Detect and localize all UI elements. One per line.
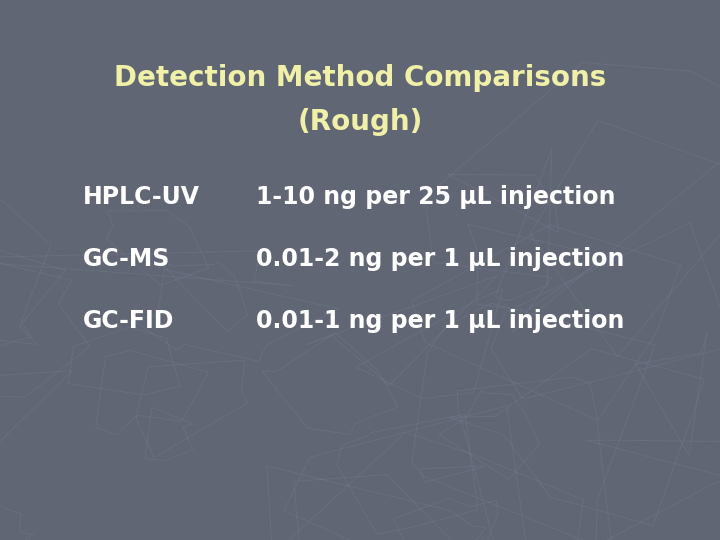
Text: GC-MS: GC-MS: [83, 247, 170, 271]
Text: GC-FID: GC-FID: [83, 309, 174, 333]
Text: HPLC-UV: HPLC-UV: [83, 185, 200, 209]
Text: (Rough): (Rough): [297, 107, 423, 136]
Text: 1-10 ng per 25 μL injection: 1-10 ng per 25 μL injection: [256, 185, 615, 209]
Text: Detection Method Comparisons: Detection Method Comparisons: [114, 64, 606, 92]
Text: 0.01-2 ng per 1 μL injection: 0.01-2 ng per 1 μL injection: [256, 247, 624, 271]
Text: 0.01-1 ng per 1 μL injection: 0.01-1 ng per 1 μL injection: [256, 309, 624, 333]
